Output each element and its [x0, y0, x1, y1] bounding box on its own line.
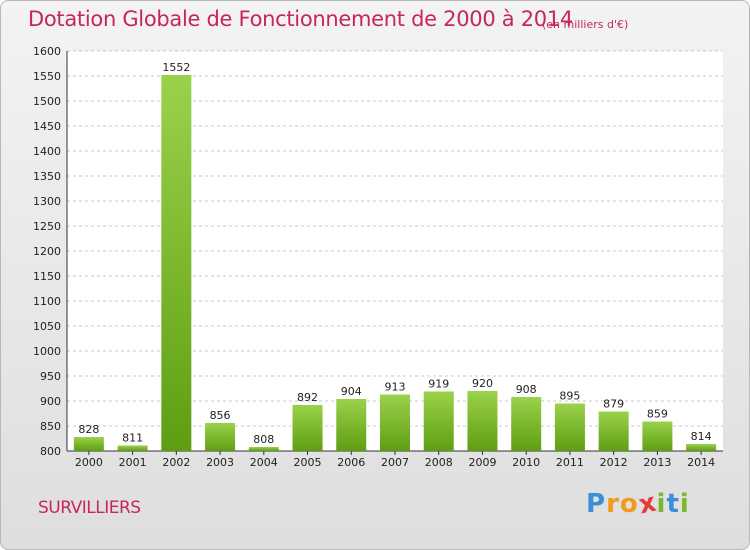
y-tick-label: 1100 — [33, 295, 61, 308]
y-tick-label: 1350 — [33, 170, 61, 183]
commune-name: SURVILLIERS — [38, 498, 141, 518]
data-label: 892 — [297, 391, 318, 404]
bar — [554, 403, 585, 451]
data-label: 879 — [603, 398, 624, 411]
logo-letter: P — [586, 489, 607, 519]
x-tick-label: 2011 — [556, 456, 584, 469]
x-tick-label: 2008 — [425, 456, 453, 469]
y-tick-label: 800 — [40, 445, 61, 458]
data-label: 856 — [210, 409, 231, 422]
bar — [642, 421, 673, 451]
bar — [423, 391, 454, 451]
logo-letter: t — [666, 489, 680, 519]
y-tick-label: 900 — [40, 395, 61, 408]
x-tick-label: 2001 — [119, 456, 147, 469]
x-tick-label: 2004 — [250, 456, 278, 469]
data-label: 919 — [428, 378, 449, 391]
x-tick-label: 2007 — [381, 456, 409, 469]
bar — [248, 447, 279, 451]
y-tick-label: 850 — [40, 420, 61, 433]
data-label: 828 — [78, 423, 99, 436]
y-tick-label: 1500 — [33, 95, 61, 108]
bar — [511, 397, 542, 451]
bar — [467, 391, 498, 451]
x-tick-label: 2006 — [337, 456, 365, 469]
x-tick-label: 2005 — [294, 456, 322, 469]
data-label: 811 — [122, 432, 143, 445]
logo-letter: i — [656, 489, 667, 519]
x-tick-label: 2014 — [687, 456, 715, 469]
logo-letter: i — [679, 489, 690, 519]
y-tick-label: 1150 — [33, 270, 61, 283]
x-tick-label: 2000 — [75, 456, 103, 469]
bar — [380, 394, 410, 451]
bar — [161, 75, 192, 451]
bar — [292, 405, 323, 451]
x-tick-label: 2013 — [643, 456, 671, 469]
y-tick-label: 1400 — [33, 145, 61, 158]
y-tick-label: 950 — [40, 370, 61, 383]
y-tick-label: 1250 — [33, 220, 61, 233]
y-tick-label: 1600 — [33, 45, 61, 58]
data-label: 920 — [472, 377, 493, 390]
y-tick-label: 1000 — [33, 345, 61, 358]
data-label: 808 — [253, 433, 274, 446]
data-label: 908 — [516, 383, 537, 396]
data-label: 1552 — [162, 61, 190, 74]
x-tick-label: 2010 — [512, 456, 540, 469]
x-tick-label: 2003 — [206, 456, 234, 469]
data-label: 859 — [647, 408, 668, 421]
y-tick-label: 1450 — [33, 120, 61, 133]
x-tick-label: 2002 — [162, 456, 190, 469]
bar — [73, 437, 104, 451]
x-tick-label: 2009 — [468, 456, 496, 469]
bar — [117, 445, 148, 451]
chart-title: Dotation Globale de Fonctionnement de 20… — [28, 7, 573, 31]
chart-unit-subtitle: (en milliers d'€) — [542, 18, 629, 31]
proxiti-logo: Proxiti — [586, 487, 690, 520]
y-tick-label: 1050 — [33, 320, 61, 333]
bar — [686, 444, 717, 451]
logo-letter: o — [619, 489, 639, 519]
logo-letter: r — [606, 489, 620, 519]
data-label: 895 — [559, 390, 580, 403]
y-tick-label: 1200 — [33, 245, 61, 258]
bar — [336, 399, 367, 451]
data-label: 814 — [691, 430, 712, 443]
y-tick-label: 1550 — [33, 70, 61, 83]
data-label: 913 — [385, 381, 406, 394]
x-tick-label: 2012 — [600, 456, 628, 469]
y-tick-label: 1300 — [33, 195, 61, 208]
data-label: 904 — [341, 385, 362, 398]
bar — [598, 411, 629, 451]
bar — [205, 423, 236, 451]
